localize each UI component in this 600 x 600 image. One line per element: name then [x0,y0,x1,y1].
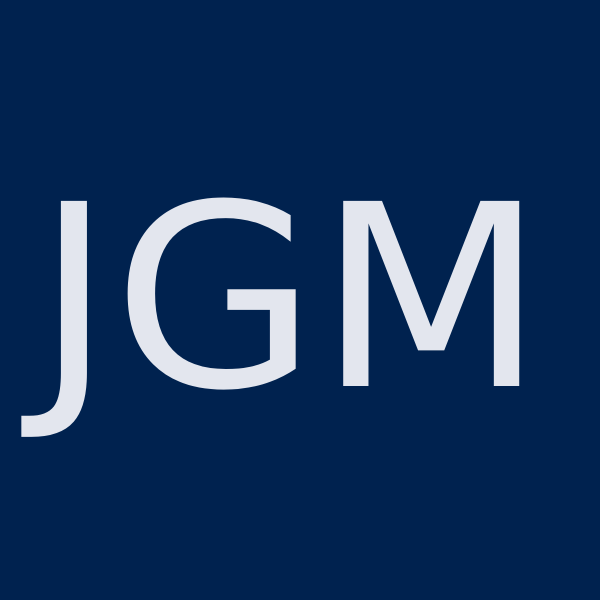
logo-text: JGM [20,150,545,446]
